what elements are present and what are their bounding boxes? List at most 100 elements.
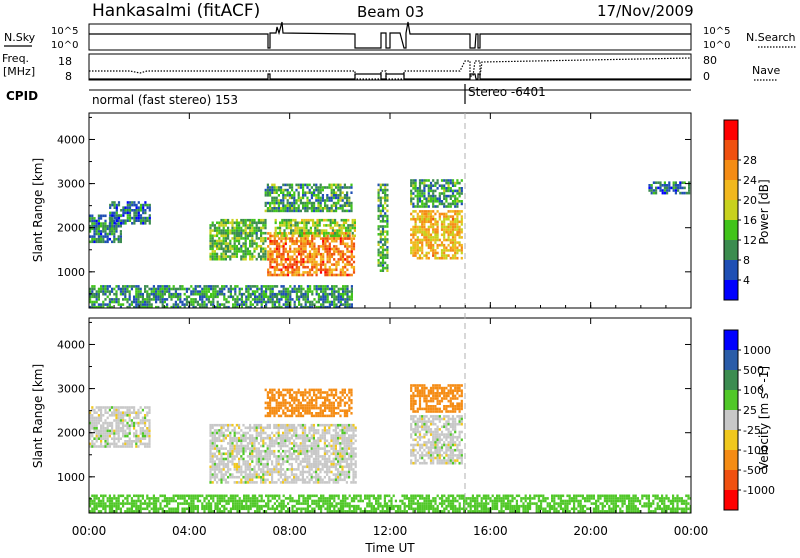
velocity-cell — [273, 468, 276, 471]
velocity-cell — [264, 473, 267, 476]
velocity-cell — [108, 406, 111, 409]
power-cell — [304, 271, 307, 274]
power-cell — [91, 217, 94, 220]
power-cell — [384, 230, 387, 233]
power-cell — [163, 300, 166, 304]
velocity-cell — [137, 416, 140, 420]
power-cell — [445, 238, 448, 242]
power-cell — [284, 268, 287, 272]
power-cell — [339, 292, 342, 296]
velocity-cell — [313, 404, 316, 407]
power-cell — [443, 189, 446, 193]
velocity-cell — [337, 423, 340, 427]
velocity-cell — [224, 452, 227, 456]
power-cell — [317, 285, 320, 288]
power-cell — [351, 234, 354, 238]
power-cell — [236, 303, 239, 306]
power-cell — [421, 243, 424, 247]
velocity-cell — [306, 449, 309, 453]
velocity-cell — [91, 432, 94, 435]
velocity-cell — [235, 468, 238, 471]
power-cell — [346, 245, 349, 248]
power-cell — [319, 188, 322, 192]
power-cell — [652, 191, 655, 195]
power-cell — [106, 237, 109, 241]
power-cell — [377, 207, 380, 210]
velocity-cell — [339, 449, 342, 453]
velocity-cell — [343, 401, 346, 405]
power-cell — [159, 300, 162, 304]
velocity-cell — [284, 393, 287, 397]
velocity-cell — [332, 460, 335, 463]
power-cell — [381, 217, 385, 220]
power-cell — [141, 295, 144, 299]
power-cell — [443, 187, 446, 190]
velocity-cell — [315, 449, 318, 453]
power-cell — [297, 191, 300, 194]
power-cell — [229, 295, 232, 299]
power-cell — [326, 194, 329, 197]
power-cell — [648, 184, 651, 187]
power-cell — [425, 233, 428, 237]
velocity-cell — [277, 462, 280, 466]
power-cell — [211, 244, 214, 248]
velocity-cell — [295, 406, 298, 410]
power-cell — [333, 273, 336, 277]
power-cell — [91, 224, 94, 228]
power-cell — [91, 305, 94, 308]
velocity-cell — [277, 423, 280, 427]
velocity-cell — [304, 442, 307, 445]
power-cell — [157, 290, 160, 293]
velocity-cell — [257, 455, 260, 458]
velocity-cell — [260, 455, 263, 458]
velocity-cell — [350, 391, 353, 394]
power-cell — [300, 305, 303, 308]
power-cell — [293, 201, 296, 205]
power-cell — [126, 209, 129, 212]
power-cell — [326, 255, 329, 259]
power-cell — [113, 206, 116, 209]
velocity-cell — [213, 442, 216, 445]
power-cell — [100, 222, 103, 225]
nsky-tick-low: 10^0 — [51, 40, 78, 51]
power-cell — [458, 181, 461, 185]
velocity-cell — [330, 409, 333, 412]
velocity-cell — [304, 388, 307, 392]
power-cell — [379, 261, 382, 265]
velocity-cell — [211, 462, 214, 466]
velocity-cell — [218, 423, 221, 427]
velocity-cell — [315, 393, 318, 397]
power-cell — [249, 300, 252, 304]
power-cell — [381, 220, 385, 223]
velocity-cell — [266, 452, 269, 456]
velocity-cell — [209, 423, 212, 427]
power-cell — [326, 298, 329, 301]
power-cell — [298, 300, 301, 304]
velocity-cell — [255, 429, 258, 432]
velocity-cell — [238, 449, 241, 453]
power-cell — [451, 217, 455, 221]
velocity-cell — [104, 440, 107, 443]
power-cell — [91, 290, 94, 293]
velocity-cell — [240, 436, 243, 440]
power-cell — [238, 226, 241, 230]
velocity-cell — [113, 429, 116, 433]
velocity-cell — [410, 461, 413, 465]
power-cell — [256, 285, 259, 288]
velocity-cell — [266, 412, 269, 415]
power-cell — [451, 202, 455, 206]
velocity-cell — [306, 436, 309, 440]
velocity-cell — [343, 388, 346, 392]
power-cell — [412, 249, 415, 252]
power-cell — [210, 303, 213, 306]
power-cell — [159, 290, 162, 293]
velocity-cell — [352, 442, 355, 445]
power-cell — [418, 228, 422, 231]
velocity-cell — [301, 426, 304, 430]
power-cell — [137, 303, 140, 306]
power-cell — [306, 196, 309, 200]
velocity-cell — [343, 457, 346, 461]
power-cell — [216, 257, 219, 261]
power-cell — [297, 265, 301, 269]
power-cell — [421, 233, 424, 237]
